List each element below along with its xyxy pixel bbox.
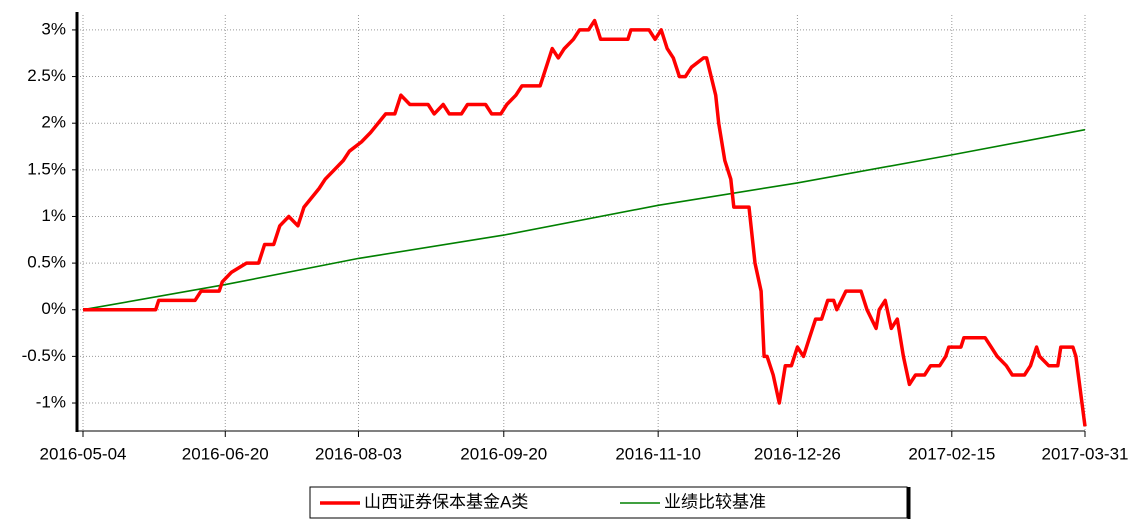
y-tick-label: 1% (41, 206, 66, 225)
x-tick-label: 2017-02-15 (908, 444, 995, 463)
y-tick-label: -1% (36, 393, 66, 412)
x-tick-label: 2016-06-20 (182, 444, 269, 463)
x-tick-label: 2016-05-04 (40, 444, 127, 463)
legend-label: 业绩比较基准 (664, 492, 766, 511)
x-tick-label: 2016-09-20 (460, 444, 547, 463)
series-line (82, 128, 1086, 311)
x-tick-label: 2016-08-03 (315, 444, 402, 463)
y-tick-label: 0.5% (27, 253, 66, 272)
legend-label: 山西证券保本基金A类 (364, 492, 528, 511)
x-tick-label: 2016-12-26 (754, 444, 841, 463)
x-tick-label: 2017-03-31 (1042, 444, 1129, 463)
y-tick-label: 0% (41, 299, 66, 318)
y-tick-label: -0.5% (22, 346, 66, 365)
legend-box (309, 486, 908, 519)
y-tick-label: 1.5% (27, 159, 66, 178)
y-tick-label: 2% (41, 113, 66, 132)
y-tick-label: 3% (41, 19, 66, 38)
series-line (83, 18, 1087, 427)
x-tick-label: 2016-11-10 (615, 444, 701, 463)
y-tick-label: 2.5% (27, 66, 66, 85)
